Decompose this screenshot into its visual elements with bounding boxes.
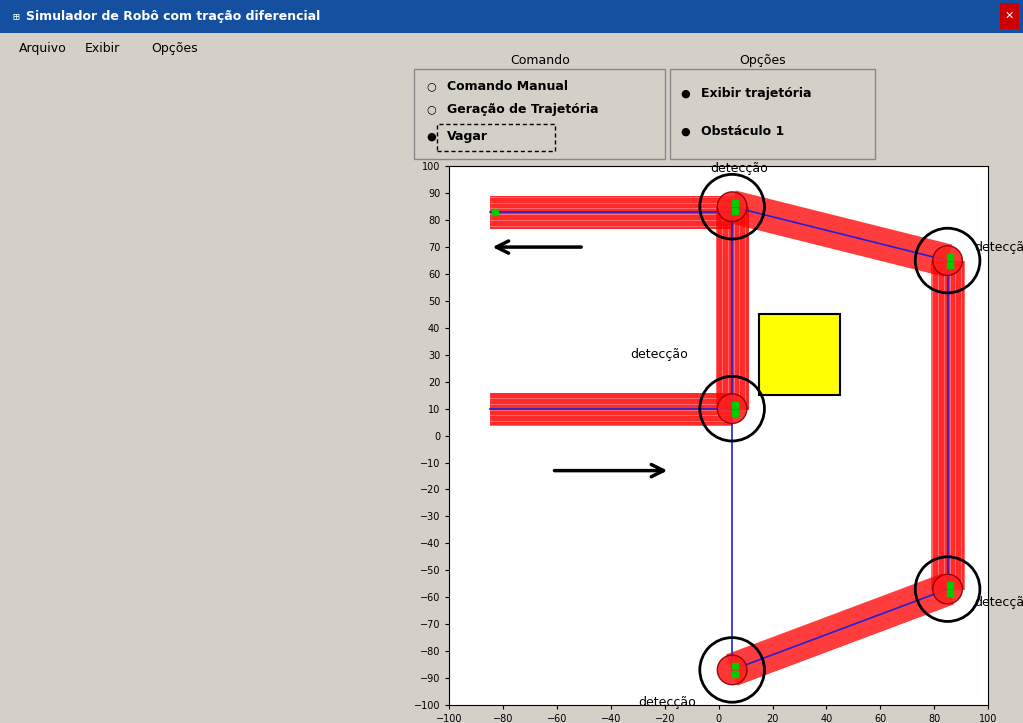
Text: detecção: detecção	[975, 241, 1023, 254]
Text: Opções: Opções	[739, 54, 786, 67]
Circle shape	[717, 394, 747, 424]
Text: detecção: detecção	[638, 696, 696, 709]
Text: ⊞: ⊞	[12, 12, 19, 21]
Bar	[1000, 3, 1019, 29]
Circle shape	[717, 192, 747, 221]
Text: Exibir trajetória: Exibir trajetória	[701, 87, 811, 100]
Text: ●: ●	[680, 127, 691, 137]
Text: ✕: ✕	[1005, 12, 1015, 21]
Text: detecção: detecção	[630, 348, 687, 362]
Text: ●: ●	[427, 132, 437, 142]
Circle shape	[933, 246, 963, 275]
Text: Opções: Opções	[151, 42, 198, 54]
Text: Comando Manual: Comando Manual	[447, 80, 568, 93]
Text: detecção: detecção	[711, 163, 768, 176]
Text: Arquivo: Arquivo	[18, 42, 66, 54]
Text: Comando: Comando	[509, 54, 570, 67]
Text: ●: ●	[680, 89, 691, 99]
Text: detecção: detecção	[975, 596, 1023, 609]
Text: ○: ○	[427, 82, 437, 92]
Text: Geração de Trajetória: Geração de Trajetória	[447, 103, 598, 116]
Text: Exibir: Exibir	[85, 42, 120, 54]
Text: ○: ○	[427, 104, 437, 114]
Circle shape	[933, 574, 963, 604]
Text: Vagar: Vagar	[447, 130, 488, 143]
Text: Simulador de Robô com tração diferencial: Simulador de Robô com tração diferencial	[26, 10, 320, 22]
Circle shape	[717, 655, 747, 685]
Bar	[759, 315, 840, 395]
Text: Obstáculo 1: Obstáculo 1	[701, 126, 784, 138]
